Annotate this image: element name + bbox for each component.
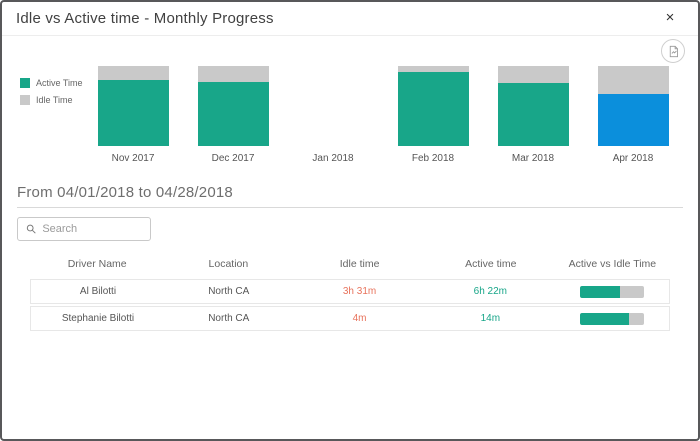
bar-slot bbox=[183, 66, 283, 146]
legend-label: Active Time bbox=[36, 78, 83, 88]
dialog-header: Idle vs Active time - Monthly Progress bbox=[2, 2, 698, 36]
month-label: Jan 2018 bbox=[312, 153, 354, 164]
table-row[interactable]: Stephanie Bilotti North CA 4m 14m bbox=[30, 306, 670, 331]
drivers-table: Driver Name Location Idle time Active time A… bbox=[30, 254, 670, 331]
location-cell: North CA bbox=[208, 286, 250, 297]
bar-slot bbox=[483, 66, 583, 146]
idle-segment bbox=[197, 66, 269, 82]
idle-time-cell: 4m bbox=[352, 313, 367, 324]
driver-cell: Al Bilotti bbox=[79, 286, 117, 297]
month-label: Mar 2018 bbox=[511, 153, 555, 164]
active-time-cell: 6h 22m bbox=[473, 286, 507, 297]
active-time-cell: 14m bbox=[480, 313, 501, 324]
chart-plot-area: Nov 2017 Dec 2017 Jan 2018 Feb 2018 Mar 2018… bbox=[83, 66, 683, 164]
export-chart-button[interactable] bbox=[661, 39, 685, 63]
month-bar[interactable] bbox=[497, 66, 569, 146]
bar-slot bbox=[83, 66, 183, 146]
location-cell: North CA bbox=[208, 313, 250, 324]
idle-segment bbox=[497, 66, 569, 83]
search-box[interactable] bbox=[17, 217, 151, 241]
month-axis-labels: Nov 2017 Dec 2017 Jan 2018 Feb 2018 Mar 2018… bbox=[83, 153, 683, 164]
active-fill bbox=[579, 285, 621, 298]
table-header-row: Driver Name Location Idle time Active time A… bbox=[30, 254, 670, 279]
bar-slot bbox=[283, 66, 383, 146]
table-body: Al Bilotti North CA 3h 31m 6h 22m Stephanie … bbox=[30, 279, 670, 331]
stacked-bars bbox=[83, 66, 683, 146]
active-segment bbox=[497, 82, 569, 146]
column-header: Idle time bbox=[339, 258, 380, 270]
monthly-progress-chart: Active Time Idle Time Nov 2017 Dec 2017 Jan… bbox=[2, 36, 698, 176]
search-icon bbox=[26, 224, 36, 234]
active-segment bbox=[397, 71, 469, 146]
legend-label: Idle Time bbox=[36, 95, 73, 105]
active-segment bbox=[597, 94, 669, 146]
active-vs-idle-bar bbox=[579, 312, 644, 325]
month-bar[interactable] bbox=[597, 66, 669, 146]
section-divider bbox=[17, 207, 683, 208]
legend-item: Idle Time bbox=[20, 95, 83, 105]
driver-cell: Stephanie Bilotti bbox=[61, 313, 135, 324]
bar-slot bbox=[383, 66, 483, 146]
idle-segment bbox=[397, 66, 469, 72]
active-vs-idle-bar bbox=[579, 285, 644, 298]
month-bar[interactable] bbox=[397, 66, 469, 146]
column-header: Location bbox=[208, 258, 249, 270]
bar-slot bbox=[583, 66, 683, 146]
active-segment bbox=[97, 79, 169, 146]
period-section: From 04/01/2018 to 04/28/2018 bbox=[2, 176, 698, 208]
month-label: Nov 2017 bbox=[111, 153, 155, 164]
idle-segment bbox=[597, 66, 669, 94]
month-bar[interactable] bbox=[197, 66, 269, 146]
idle-segment bbox=[97, 66, 169, 80]
legend-swatch bbox=[20, 95, 30, 105]
month-bar[interactable] bbox=[97, 66, 169, 146]
active-vs-idle-cell bbox=[554, 312, 669, 325]
legend-swatch bbox=[20, 78, 30, 88]
active-segment bbox=[197, 82, 269, 146]
dialog-title: Idle vs Active time - Monthly Progress bbox=[16, 10, 274, 27]
period-title: From 04/01/2018 to 04/28/2018 bbox=[17, 184, 233, 201]
column-header: Active time bbox=[465, 258, 517, 270]
month-label: Dec 2017 bbox=[211, 153, 255, 164]
month-label: Feb 2018 bbox=[411, 153, 455, 164]
active-fill bbox=[579, 312, 630, 325]
month-label: Apr 2018 bbox=[612, 153, 654, 164]
column-header: Active vs Idle Time bbox=[568, 258, 657, 270]
chart-legend: Active Time Idle Time bbox=[20, 78, 83, 112]
search-input[interactable] bbox=[42, 223, 142, 235]
export-chart-icon bbox=[669, 45, 678, 57]
close-icon[interactable]: × bbox=[660, 8, 680, 28]
legend-item: Active Time bbox=[20, 78, 83, 88]
column-header: Driver Name bbox=[67, 258, 127, 270]
idle-time-cell: 3h 31m bbox=[342, 286, 377, 297]
table-row[interactable]: Al Bilotti North CA 3h 31m 6h 22m bbox=[30, 279, 670, 304]
active-vs-idle-cell bbox=[554, 285, 669, 298]
